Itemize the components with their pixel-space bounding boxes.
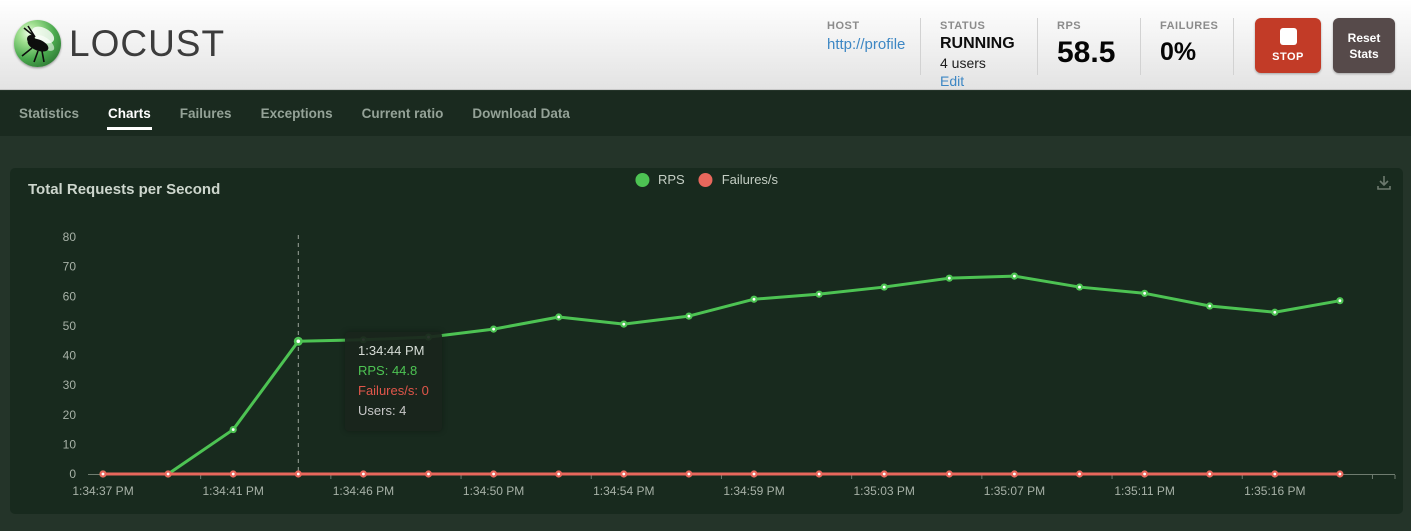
header-separator <box>920 18 921 75</box>
svg-text:60: 60 <box>63 289 77 303</box>
svg-text:80: 80 <box>63 230 77 244</box>
locust-logo-icon <box>14 20 61 67</box>
svg-text:1:34:50 PM: 1:34:50 PM <box>463 484 524 498</box>
failures-value: 0% <box>1160 38 1197 66</box>
edit-link[interactable]: Edit <box>940 73 965 89</box>
legend-item-rps[interactable]: RPS <box>634 172 685 187</box>
legend-dot-icon <box>698 172 713 187</box>
failures-column: FAILURES 0% <box>1160 20 1218 67</box>
svg-text:1:34:59 PM: 1:34:59 PM <box>723 484 784 498</box>
user-count: 4 users <box>940 55 986 71</box>
rps-label: RPS <box>1057 20 1082 32</box>
reset-stats-button[interactable]: Reset Stats <box>1333 18 1395 73</box>
chart-panel: 0 10 20 30 40 50 60 70 80 1:34:37 PM 1:34:41 PM 1:3… <box>10 168 1403 514</box>
svg-text:1:35:11 PM: 1:35:11 PM <box>1114 484 1174 498</box>
tab-statistics[interactable]: Statistics <box>19 106 80 121</box>
svg-text:10: 10 <box>63 437 77 451</box>
status-label: STATUS <box>940 20 986 32</box>
tab-exceptions[interactable]: Exceptions <box>260 106 333 121</box>
svg-text:70: 70 <box>63 260 77 274</box>
chart-title: Total Requests per Second <box>28 181 221 198</box>
svg-text:1:35:16 PM: 1:35:16 PM <box>1244 484 1305 498</box>
tab-current-ratio[interactable]: Current ratio <box>361 106 444 121</box>
stop-button[interactable]: STOP <box>1255 18 1321 73</box>
header-separator <box>1233 18 1234 75</box>
logo: LOCUST <box>14 20 225 67</box>
svg-text:1:34:54 PM: 1:34:54 PM <box>593 484 654 498</box>
tab-charts[interactable]: Charts <box>107 106 152 130</box>
chart-legend: RPS Failures/s <box>634 172 779 187</box>
stop-square-icon <box>1279 28 1297 45</box>
rps-chart-canvas[interactable]: 0 10 20 30 40 50 60 70 80 1:34:37 PM 1:34:41 PM 1:3… <box>10 168 1403 514</box>
app-title: LOCUST <box>69 22 226 64</box>
chart-axes: 0 10 20 30 40 50 60 70 80 1:34:37 PM 1:34:41 PM 1:3… <box>63 230 1396 498</box>
tab-failures[interactable]: Failures <box>179 106 232 121</box>
svg-text:30: 30 <box>63 378 77 392</box>
header-separator <box>1037 18 1038 75</box>
svg-text:1:34:46 PM: 1:34:46 PM <box>333 484 394 498</box>
stop-button-label: STOP <box>1272 51 1304 63</box>
host-url-link[interactable]: http://profile <box>827 36 906 53</box>
legend-item-failures-s[interactable]: Failures/s <box>698 172 779 187</box>
svg-text:20: 20 <box>63 408 77 422</box>
nav-tab-bar: Statistics Charts Failures Exceptions Curren… <box>0 91 1411 136</box>
svg-text:1:34:41 PM: 1:34:41 PM <box>203 484 264 498</box>
failures-label: FAILURES <box>1160 20 1219 32</box>
legend-dot-icon <box>634 172 649 187</box>
header-separator <box>1140 18 1141 75</box>
rps-value: 58.5 <box>1057 36 1116 69</box>
rps-column: RPS 58.5 <box>1057 20 1115 70</box>
status-value: RUNNING <box>940 35 1015 52</box>
svg-text:50: 50 <box>63 319 77 333</box>
svg-text:40: 40 <box>63 349 77 363</box>
tab-download-data[interactable]: Download Data <box>472 106 570 121</box>
series-rps <box>99 272 1344 478</box>
legend-label: Failures/s <box>721 172 779 187</box>
svg-text:0: 0 <box>69 467 76 481</box>
series-failures-s <box>99 470 1344 478</box>
header: LOCUST HOST http://profile STATUS RUNNIN… <box>0 0 1411 90</box>
svg-text:1:35:03 PM: 1:35:03 PM <box>854 484 915 498</box>
host-column: HOST http://profile <box>827 20 905 53</box>
host-label: HOST <box>827 20 860 32</box>
status-column: STATUS RUNNING 4 users Edit <box>940 20 1015 89</box>
download-chart-icon[interactable] <box>1374 173 1394 193</box>
legend-label: RPS <box>657 172 685 187</box>
svg-text:1:35:07 PM: 1:35:07 PM <box>984 484 1045 498</box>
svg-text:1:34:37 PM: 1:34:37 PM <box>72 484 133 498</box>
